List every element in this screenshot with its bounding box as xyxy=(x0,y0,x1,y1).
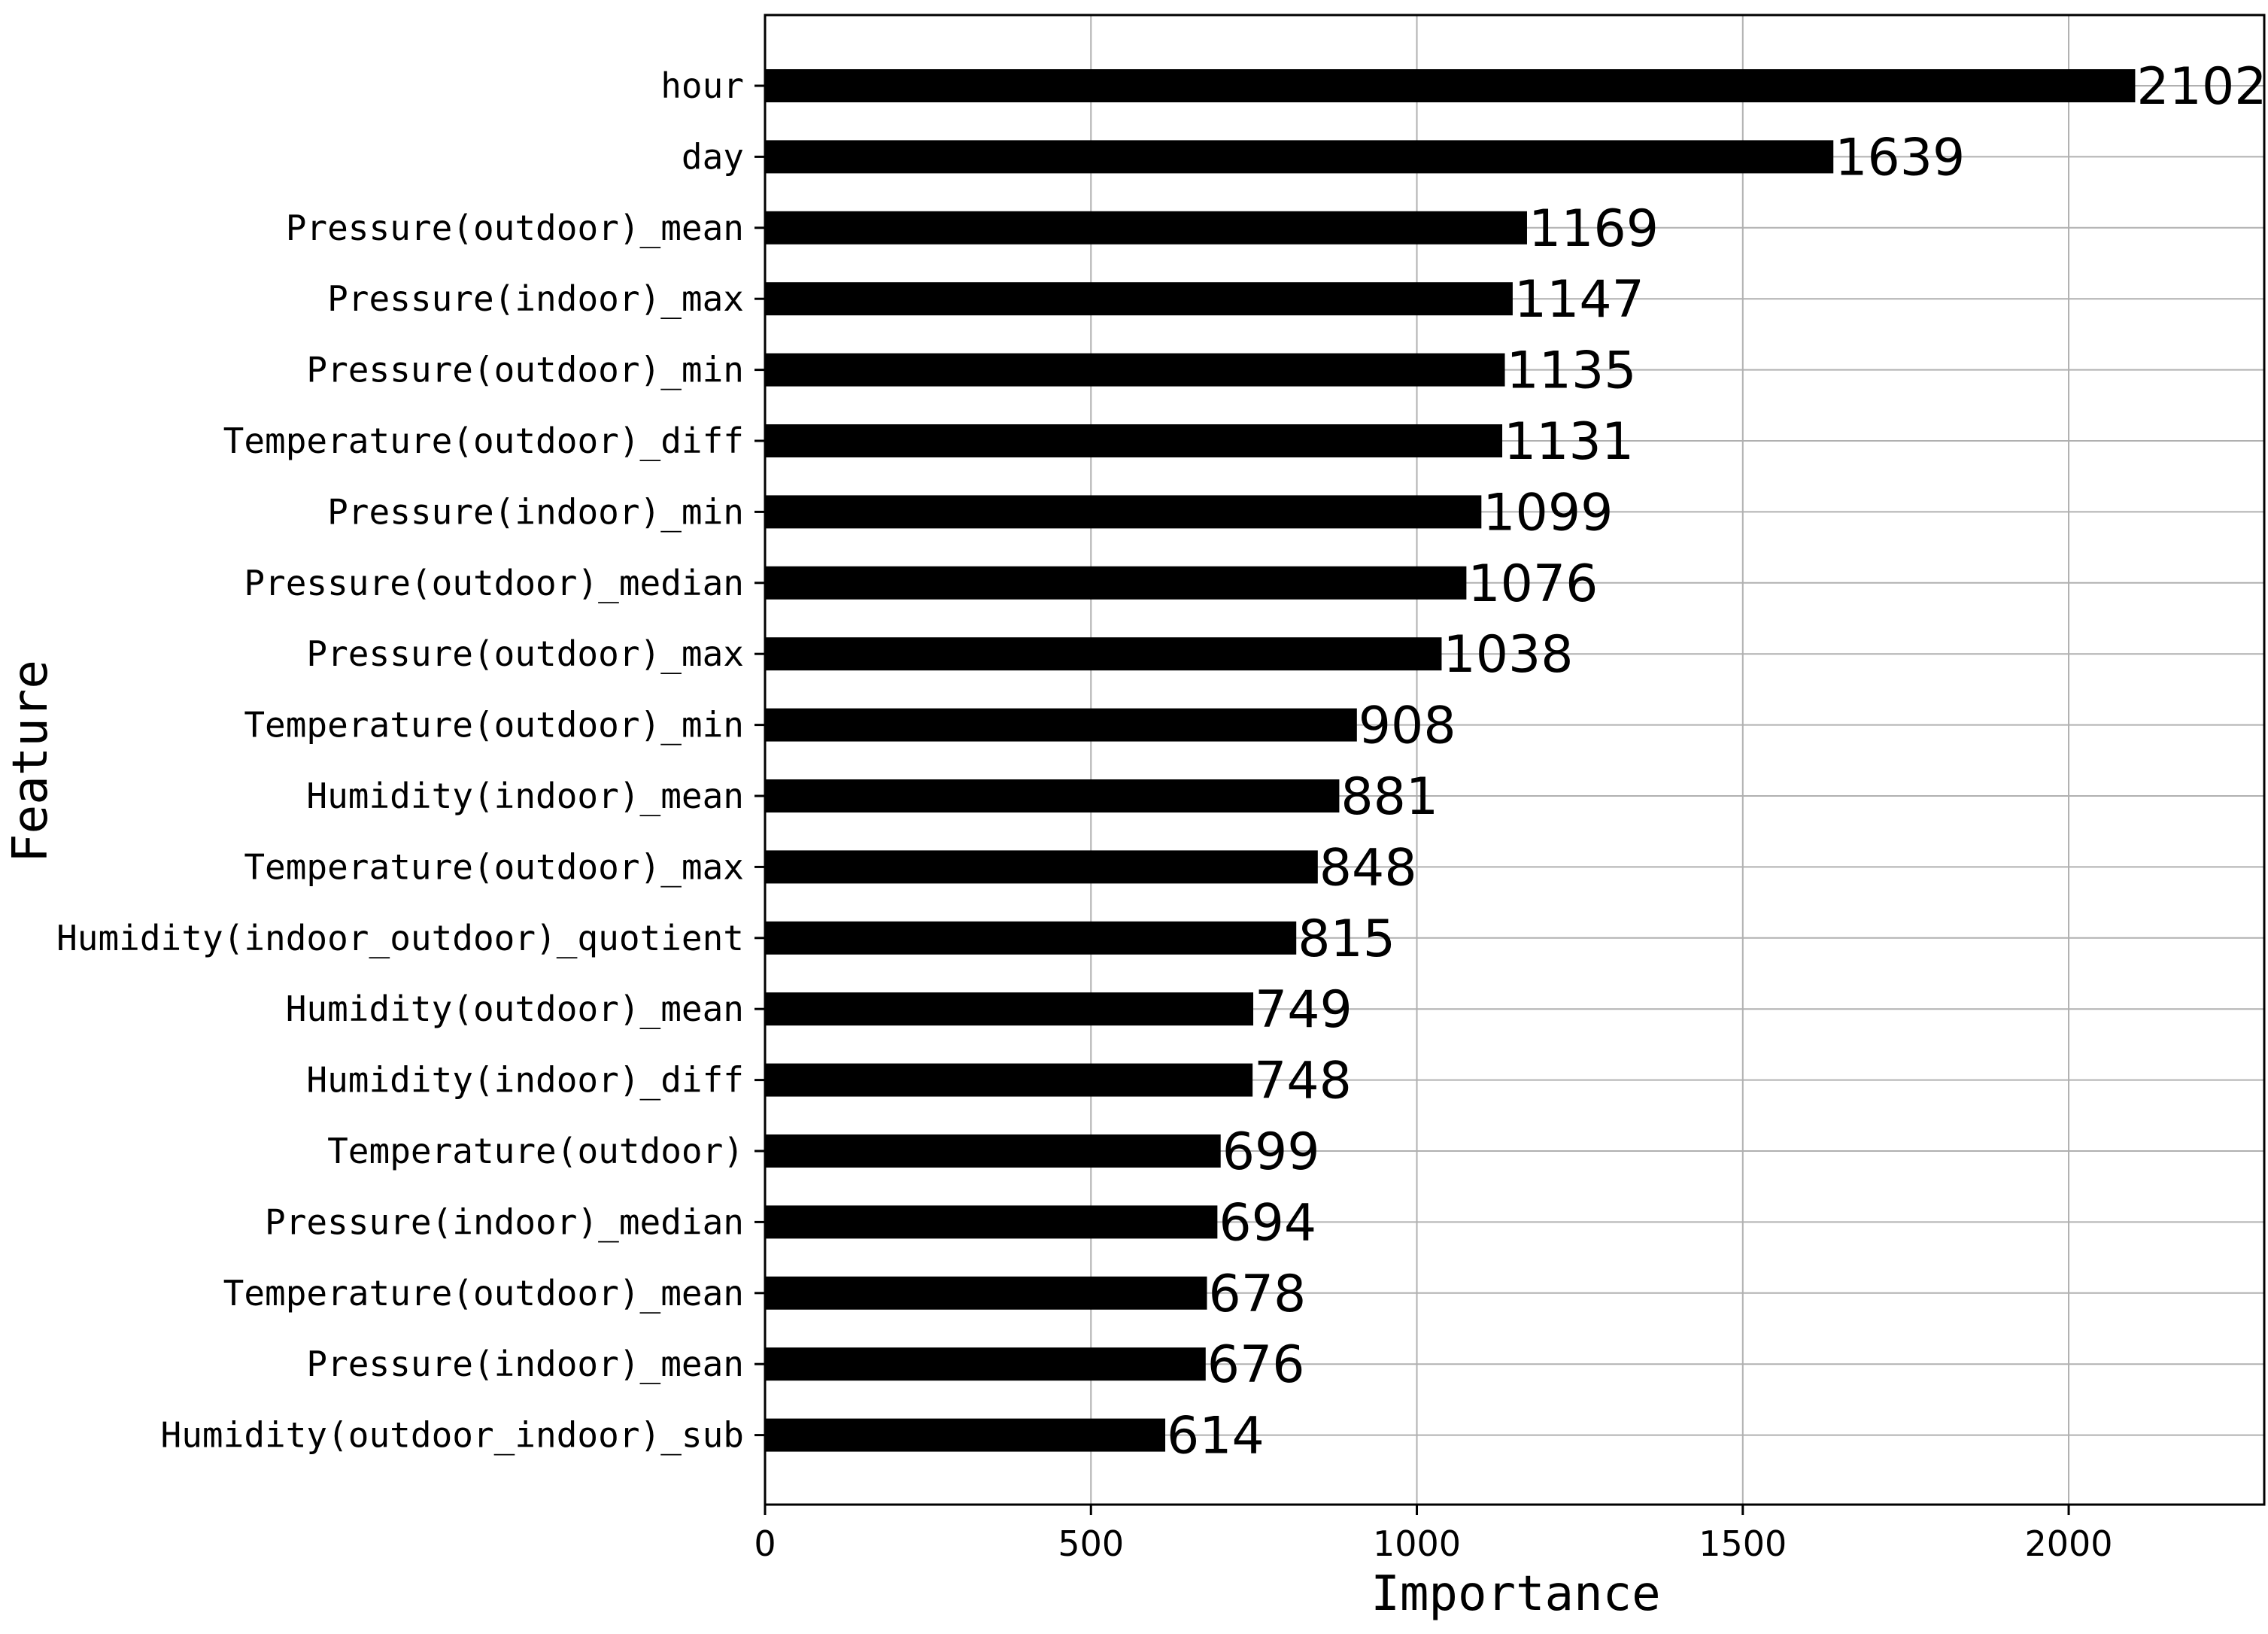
y-tick-label: Pressure(indoor)_max xyxy=(327,278,744,319)
bar xyxy=(765,850,1318,884)
bar-value-label: 908 xyxy=(1359,697,1456,756)
bar xyxy=(765,779,1340,812)
bar xyxy=(765,637,1442,671)
y-tick-label: Humidity(outdoor)_mean xyxy=(286,989,744,1029)
bar xyxy=(765,1134,1221,1168)
bar xyxy=(765,69,2136,102)
y-tick-label: Humidity(outdoor_indoor)_sub xyxy=(161,1415,744,1456)
bar xyxy=(765,140,1834,174)
bar xyxy=(765,211,1527,244)
bar-value-label: 1147 xyxy=(1514,270,1644,330)
bar-value-label: 1639 xyxy=(1835,128,1965,187)
y-tick-label: Humidity(indoor)_mean xyxy=(306,776,744,816)
bar-value-label: 678 xyxy=(1209,1265,1307,1324)
y-tick-label: Pressure(indoor)_mean xyxy=(306,1344,744,1384)
y-tick-label: Temperature(outdoor)_diff xyxy=(223,421,744,461)
y-tick-label: Humidity(indoor_outdoor)_quotient xyxy=(56,918,744,958)
bar-value-label: 1169 xyxy=(1529,199,1659,259)
bar-value-label: 881 xyxy=(1340,767,1438,827)
bar-value-label: 1131 xyxy=(1504,412,1634,472)
y-tick-label: Humidity(indoor)_diff xyxy=(306,1060,744,1101)
bar xyxy=(765,992,1254,1026)
y-tick-label: Temperature(outdoor) xyxy=(327,1131,744,1171)
bar xyxy=(765,708,1357,742)
bar xyxy=(765,1063,1253,1097)
y-tick-label: Pressure(outdoor)_mean xyxy=(286,208,744,248)
bar-value-label: 614 xyxy=(1167,1407,1265,1466)
y-tick-label: Temperature(outdoor)_mean xyxy=(223,1273,744,1314)
bar xyxy=(765,1205,1218,1239)
bar-value-label: 1076 xyxy=(1468,554,1598,614)
y-axis-title: Feature xyxy=(3,660,59,863)
bar xyxy=(765,1347,1206,1381)
bar xyxy=(765,566,1467,600)
bar-value-label: 1135 xyxy=(1507,342,1637,401)
plot-border xyxy=(764,14,2266,1506)
bar-value-label: 748 xyxy=(1254,1052,1352,1111)
y-tick-label: Temperature(outdoor)_max xyxy=(244,846,744,887)
y-tick-label: Pressure(outdoor)_min xyxy=(306,350,744,390)
bar-value-label: 1038 xyxy=(1443,625,1573,685)
bar xyxy=(765,1276,1207,1310)
bar-value-label: 749 xyxy=(1255,980,1353,1040)
x-tick-label: 500 xyxy=(1058,1523,1124,1564)
bar xyxy=(765,282,1513,316)
bar xyxy=(765,1418,1166,1452)
x-tick-label: 2000 xyxy=(2025,1523,2113,1564)
bar-value-label: 694 xyxy=(1219,1193,1316,1253)
bar xyxy=(765,424,1503,457)
y-tick-label: Pressure(indoor)_min xyxy=(327,491,744,532)
bar xyxy=(765,495,1482,529)
y-tick-label: Pressure(outdoor)_median xyxy=(244,563,744,603)
bar-value-label: 2102 xyxy=(2136,57,2266,117)
plot-frame xyxy=(754,14,2266,1515)
y-tick-label: Pressure(outdoor)_max xyxy=(306,633,744,674)
bar-value-label: 815 xyxy=(1298,910,1395,969)
x-tick-label: 1500 xyxy=(1699,1523,1787,1564)
bar-layer xyxy=(765,69,2136,1452)
bar xyxy=(765,921,1297,955)
y-tick-label: Temperature(outdoor)_min xyxy=(244,705,744,746)
bar-value-label: 699 xyxy=(1222,1122,1320,1182)
y-tick-label: Pressure(indoor)_median xyxy=(265,1201,744,1242)
label-layer: 2102 hour 1639 day 1169 Pressure(outdoor)_mea… xyxy=(56,57,2266,1564)
y-tick-label: hour xyxy=(660,65,744,106)
y-tick-label: day xyxy=(682,136,744,177)
bar-value-label: 676 xyxy=(1207,1335,1305,1395)
x-tick-label: 1000 xyxy=(1373,1523,1461,1564)
x-axis-title: Importance xyxy=(1371,1566,1660,1622)
bar-value-label: 848 xyxy=(1319,838,1417,897)
bar xyxy=(765,353,1505,387)
x-tick-label: 0 xyxy=(754,1523,776,1564)
bar-value-label: 1099 xyxy=(1483,483,1613,542)
